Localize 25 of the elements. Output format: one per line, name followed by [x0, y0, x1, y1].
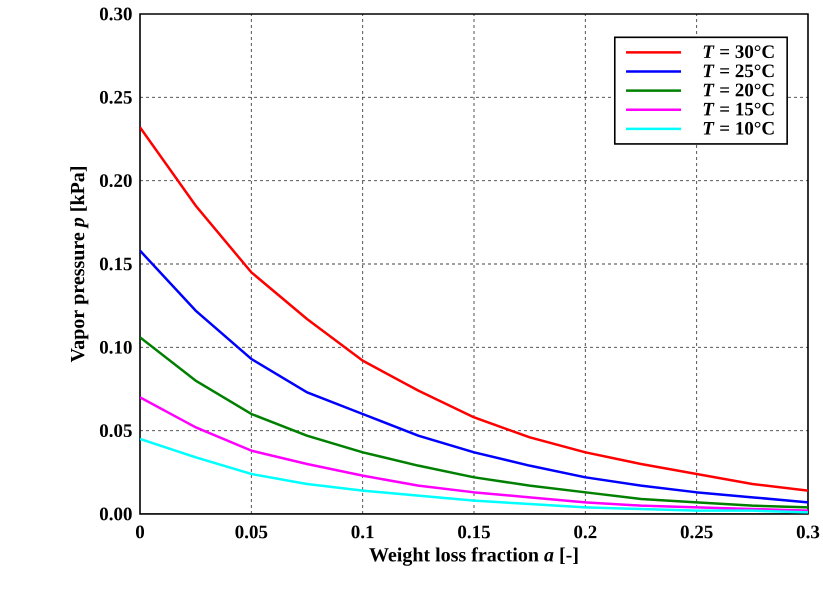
y-tick-label: 0.05 [100, 424, 132, 438]
x-axis-title: Weight loss fraction a [-] [369, 547, 578, 566]
x-tick-label: 0.05 [235, 526, 268, 538]
y-tick-label: 0.10 [100, 340, 132, 354]
y-tick-label: 0.00 [100, 508, 132, 520]
y-tick-label: 0.30 [100, 8, 132, 20]
legend-label: T = 25°C [704, 64, 774, 78]
x-tick-label: 0.3 [796, 526, 820, 538]
x-tick-label: 0.2 [574, 526, 596, 538]
y-tick-label: 0.25 [100, 90, 132, 104]
x-tick-label: 0.1 [352, 526, 374, 538]
x-tick-label: 0 [136, 526, 144, 538]
legend-label: T = 10°C [704, 122, 774, 135]
legend-label: T = 20°C [704, 84, 774, 96]
y-axis-title: Vapor pressure p [kPa] [70, 167, 88, 362]
y-tick-label: 0.20 [100, 174, 132, 188]
x-tick-label: 0.25 [680, 526, 713, 538]
line-series [140, 336, 808, 509]
line-series [140, 438, 808, 514]
y-tick-label: 0.15 [100, 258, 132, 270]
legend-label: T = 30°C [704, 45, 774, 58]
line-series [140, 249, 808, 504]
legend-label: T = 15°C [704, 102, 774, 116]
line-series [140, 396, 808, 512]
x-tick-label: 0.15 [458, 526, 490, 538]
